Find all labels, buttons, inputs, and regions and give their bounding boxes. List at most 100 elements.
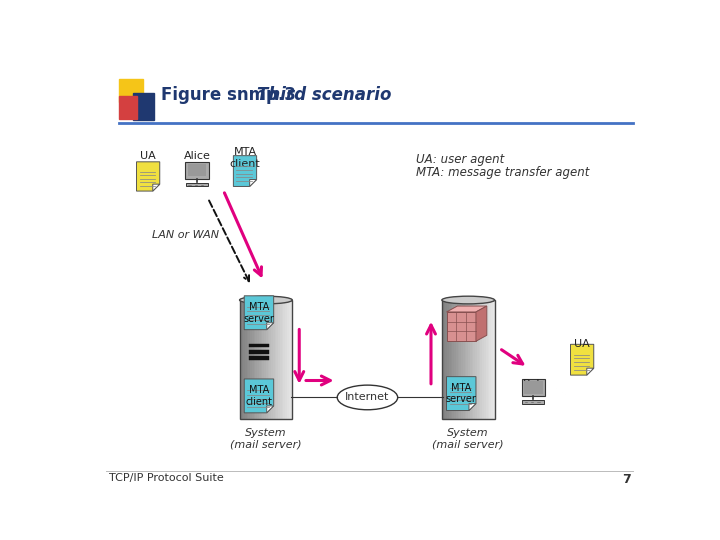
Text: 7: 7 xyxy=(622,473,631,486)
Polygon shape xyxy=(266,406,274,413)
Bar xyxy=(477,300,479,420)
Bar xyxy=(491,300,493,420)
Bar xyxy=(444,300,446,420)
Bar xyxy=(245,300,247,420)
Polygon shape xyxy=(446,377,476,410)
Polygon shape xyxy=(153,184,160,191)
Bar xyxy=(282,300,284,420)
Bar xyxy=(243,300,246,420)
Polygon shape xyxy=(570,345,594,375)
Bar xyxy=(132,93,154,120)
Text: Third scenario: Third scenario xyxy=(256,86,391,104)
Bar xyxy=(284,300,286,420)
Bar xyxy=(249,350,269,354)
Bar xyxy=(479,300,481,420)
Bar xyxy=(271,300,274,420)
Text: MTA
server: MTA server xyxy=(446,383,477,404)
Bar xyxy=(289,300,291,420)
Bar xyxy=(442,300,495,420)
Bar xyxy=(468,300,470,420)
Ellipse shape xyxy=(442,296,495,304)
Bar xyxy=(249,343,269,347)
Polygon shape xyxy=(244,379,274,413)
Bar xyxy=(247,300,248,420)
Bar xyxy=(492,300,495,420)
Bar xyxy=(472,300,474,420)
Bar xyxy=(240,300,242,420)
Polygon shape xyxy=(587,368,594,375)
Bar xyxy=(273,300,275,420)
Bar xyxy=(261,300,263,420)
Text: UA: user agent: UA: user agent xyxy=(415,153,504,166)
Polygon shape xyxy=(446,306,487,312)
Bar xyxy=(484,300,486,420)
Bar xyxy=(248,300,251,420)
Bar xyxy=(120,79,143,102)
Bar xyxy=(449,300,451,420)
Polygon shape xyxy=(137,162,160,191)
Bar xyxy=(257,300,259,420)
Text: System
(mail server): System (mail server) xyxy=(433,428,504,450)
Text: TCP/IP Protocol Suite: TCP/IP Protocol Suite xyxy=(109,473,224,483)
Bar xyxy=(467,300,469,420)
Bar xyxy=(454,300,456,420)
Bar xyxy=(120,96,137,119)
Bar xyxy=(287,300,289,420)
Bar xyxy=(458,300,460,420)
Bar xyxy=(462,300,463,420)
Bar xyxy=(264,300,266,420)
Text: MTA
client: MTA client xyxy=(246,385,272,407)
Polygon shape xyxy=(469,403,476,410)
Bar xyxy=(256,300,258,420)
Bar xyxy=(185,162,209,179)
Bar xyxy=(463,300,465,420)
Bar xyxy=(249,356,269,360)
Polygon shape xyxy=(244,296,274,330)
Bar xyxy=(275,300,277,420)
Polygon shape xyxy=(233,156,256,186)
Bar xyxy=(459,300,462,420)
Polygon shape xyxy=(250,179,256,186)
Bar xyxy=(276,300,279,420)
Text: MTA
client: MTA client xyxy=(230,147,261,169)
Bar xyxy=(250,300,252,420)
Text: System
(mail server): System (mail server) xyxy=(230,428,302,450)
Ellipse shape xyxy=(240,296,292,304)
Bar xyxy=(486,300,488,420)
Bar xyxy=(280,300,282,420)
Bar xyxy=(474,300,476,420)
Bar xyxy=(490,300,492,420)
Text: Bob: Bob xyxy=(523,379,544,389)
Bar xyxy=(451,300,453,420)
Bar xyxy=(278,300,280,420)
Bar xyxy=(240,300,292,420)
Bar xyxy=(252,300,254,420)
Text: MTA
server: MTA server xyxy=(243,302,274,323)
Polygon shape xyxy=(476,306,487,341)
Bar xyxy=(487,300,490,420)
Bar xyxy=(259,300,261,420)
Ellipse shape xyxy=(337,385,397,410)
Bar xyxy=(524,381,543,394)
Bar xyxy=(522,379,545,396)
Polygon shape xyxy=(266,323,274,330)
Text: UA: UA xyxy=(575,339,590,349)
Polygon shape xyxy=(446,312,476,341)
Bar xyxy=(470,300,472,420)
Bar xyxy=(446,300,448,420)
Bar xyxy=(442,300,444,420)
Bar xyxy=(480,300,482,420)
Bar xyxy=(523,400,544,403)
Bar xyxy=(268,300,270,420)
Text: UA: UA xyxy=(140,151,156,161)
Bar xyxy=(188,164,206,177)
Bar xyxy=(241,300,243,420)
Bar xyxy=(253,300,256,420)
Bar xyxy=(290,300,292,420)
Bar xyxy=(262,300,264,420)
Bar xyxy=(269,300,271,420)
Bar xyxy=(475,300,477,420)
Bar xyxy=(285,300,287,420)
Bar xyxy=(186,183,208,186)
Bar xyxy=(266,300,268,420)
